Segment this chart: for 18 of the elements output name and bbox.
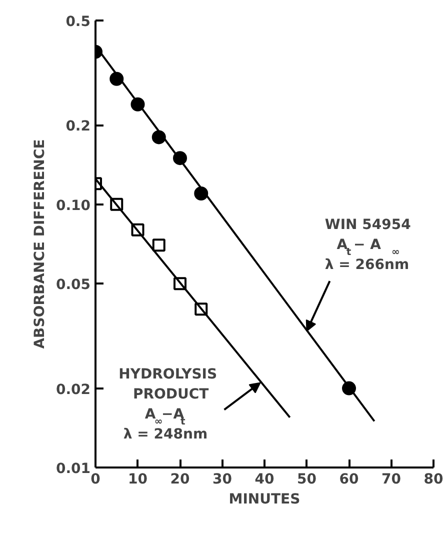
y-tick-label: 0.10 bbox=[56, 198, 91, 214]
y-tick-label: 0.05 bbox=[56, 277, 91, 294]
x-tick-label: 60 bbox=[339, 472, 359, 488]
x-tick-label: 40 bbox=[254, 472, 274, 488]
y-tick-label: 0.2 bbox=[66, 118, 91, 135]
x-tick-label: 10 bbox=[128, 472, 148, 488]
x-tick-label: 30 bbox=[212, 472, 232, 488]
x-tick-label: 20 bbox=[170, 472, 190, 488]
y-tick-label: 0.01 bbox=[56, 461, 91, 477]
y-axis-title: ABSORBANCE DIFFERENCE bbox=[32, 139, 48, 349]
y-tick-label: 0.5 bbox=[66, 14, 91, 30]
x-tick-label: 70 bbox=[382, 472, 402, 488]
x-tick-label: 80 bbox=[424, 472, 444, 488]
x-axis-title: MINUTES bbox=[228, 492, 300, 508]
point bbox=[152, 238, 166, 252]
y-tick-label: 0.02 bbox=[56, 382, 91, 398]
x-tick-label: 0 bbox=[90, 472, 101, 488]
x-tick-label: 50 bbox=[297, 472, 317, 488]
